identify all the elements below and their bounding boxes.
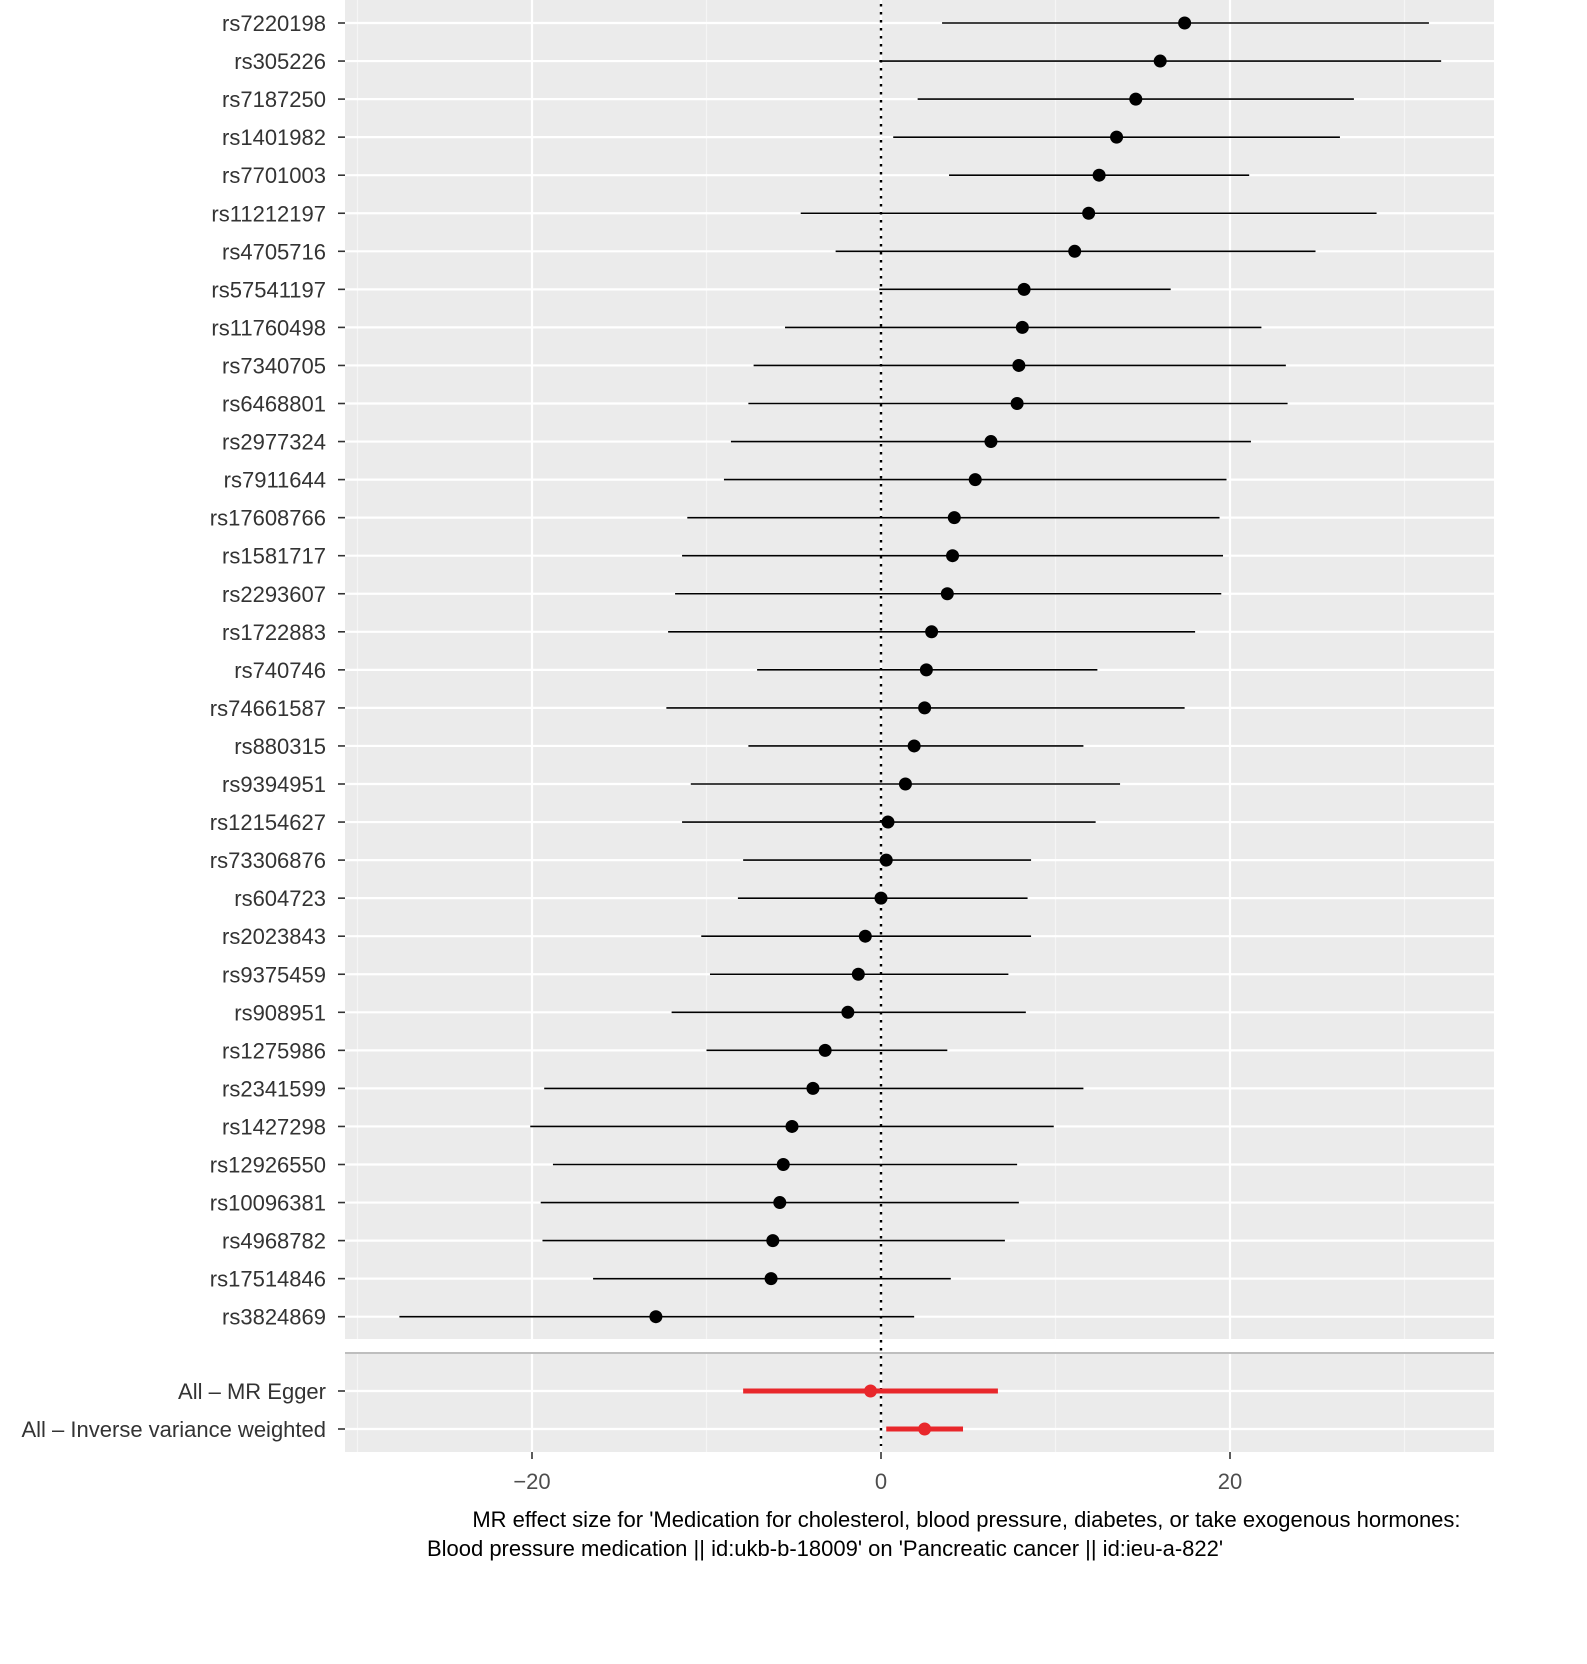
point-rs305226: [1153, 54, 1167, 68]
y-label-summary-1: All – MR Egger: [178, 1379, 326, 1404]
y-label-rs57541197: rs57541197: [211, 277, 326, 302]
y-label-rs2341599: rs2341599: [222, 1076, 326, 1101]
y-label-rs17608766: rs17608766: [210, 506, 326, 531]
y-label-rs2977324: rs2977324: [222, 430, 326, 455]
y-label-rs740746: rs740746: [234, 658, 326, 683]
y-label-rs7340705: rs7340705: [222, 353, 326, 378]
y-label-summary-2: All – Inverse variance weighted: [22, 1417, 327, 1442]
point-rs7220198: [1178, 16, 1192, 30]
point-rs2293607: [940, 587, 954, 601]
y-label-rs17514846: rs17514846: [210, 1267, 326, 1292]
y-label-rs7911644: rs7911644: [224, 468, 326, 493]
separator-gap: [345, 1339, 1494, 1353]
point-rs1722883: [925, 625, 939, 639]
y-label-rs1401982: rs1401982: [222, 125, 326, 150]
point-rs6468801: [1010, 397, 1024, 410]
point-rs4705716: [1068, 244, 1082, 258]
point-rs1581717: [946, 549, 960, 563]
point-rs7911644: [968, 473, 982, 487]
point-rs3824869: [649, 1310, 663, 1324]
y-label-rs11212197: rs11212197: [211, 201, 326, 226]
x-axis-title-line-1: MR effect size for 'Medication for chole…: [472, 1507, 1460, 1532]
point-rs908951: [841, 1005, 855, 1019]
grid-minor: [356, 0, 1406, 1452]
y-label-rs10096381: rs10096381: [210, 1191, 326, 1216]
y-label-rs3824869: rs3824869: [222, 1305, 326, 1330]
y-label-rs2293607: rs2293607: [222, 582, 326, 607]
point-rs10096381: [773, 1196, 787, 1210]
y-label-rs7701003: rs7701003: [222, 163, 326, 188]
point-rs1275986: [818, 1043, 832, 1057]
y-label-rs7220198: rs7220198: [222, 11, 326, 36]
y-label-rs1427298: rs1427298: [222, 1114, 326, 1139]
y-label-rs880315: rs880315: [234, 734, 326, 759]
y-label-rs12926550: rs12926550: [210, 1153, 326, 1178]
point-rs1427298: [785, 1119, 799, 1133]
y-label-rs7187250: rs7187250: [222, 87, 326, 112]
point-rs2977324: [984, 435, 998, 449]
x-tick-label: −20: [513, 1469, 550, 1494]
point-rs9394951: [898, 777, 912, 791]
point-rs7187250: [1129, 92, 1143, 106]
point-rs11760498: [1015, 320, 1029, 334]
y-label-rs1275986: rs1275986: [222, 1038, 326, 1063]
y-label-rs74661587: rs74661587: [210, 696, 326, 721]
point-rs1401982: [1110, 130, 1124, 144]
summary-separator: [345, 1339, 1494, 1354]
x-axis-title: MR effect size for 'Medication for chole…: [427, 1507, 1467, 1561]
y-label-rs4705716: rs4705716: [222, 239, 326, 264]
y-label-rs6468801: rs6468801: [222, 392, 326, 417]
y-label-rs604723: rs604723: [234, 886, 326, 911]
plot-panel: [345, 0, 1494, 1452]
point-rs880315: [907, 739, 921, 753]
y-label-rs9394951: rs9394951: [222, 772, 326, 797]
y-label-rs73306876: rs73306876: [210, 848, 326, 873]
point-rs57541197: [1017, 282, 1031, 296]
point-rs604723: [874, 891, 888, 905]
point-rs12154627: [881, 815, 895, 829]
y-label-rs12154627: rs12154627: [210, 810, 326, 835]
point-rs74661587: [918, 701, 932, 715]
point-rs2023843: [858, 929, 872, 943]
x-tick-label: 20: [1218, 1469, 1242, 1494]
point-rs9375459: [851, 967, 865, 981]
point-rs11212197: [1082, 206, 1096, 220]
y-label-rs9375459: rs9375459: [222, 962, 326, 987]
y-axis-labels: rs7220198 rs305226 rs7187250 rs1401982 rs770…: [22, 11, 345, 1442]
point-rs73306876: [879, 853, 893, 867]
point-rs2341599: [806, 1081, 820, 1095]
effect-estimates: [399, 16, 1442, 1436]
x-axis: −20 0 20: [513, 1452, 1242, 1494]
point-rs12926550: [776, 1158, 790, 1171]
point-summary-2: [918, 1422, 932, 1436]
point-summary-1: [864, 1384, 878, 1398]
point-rs7701003: [1092, 168, 1106, 182]
y-label-rs2023843: rs2023843: [222, 924, 326, 949]
point-rs4968782: [766, 1234, 780, 1248]
y-label-rs1722883: rs1722883: [222, 620, 326, 645]
y-label-rs305226: rs305226: [234, 49, 326, 74]
y-label-rs11760498: rs11760498: [211, 315, 326, 340]
y-label-rs908951: rs908951: [234, 1000, 326, 1025]
y-label-rs1581717: rs1581717: [222, 544, 326, 569]
point-rs740746: [919, 663, 933, 677]
y-label-rs4968782: rs4968782: [222, 1229, 326, 1254]
x-tick-label: 0: [875, 1469, 887, 1494]
point-rs7340705: [1012, 358, 1026, 372]
point-rs17608766: [947, 511, 961, 525]
point-rs17514846: [764, 1272, 778, 1286]
x-axis-title-line-2: Blood pressure medication || id:ukb-b-18…: [427, 1536, 1223, 1561]
